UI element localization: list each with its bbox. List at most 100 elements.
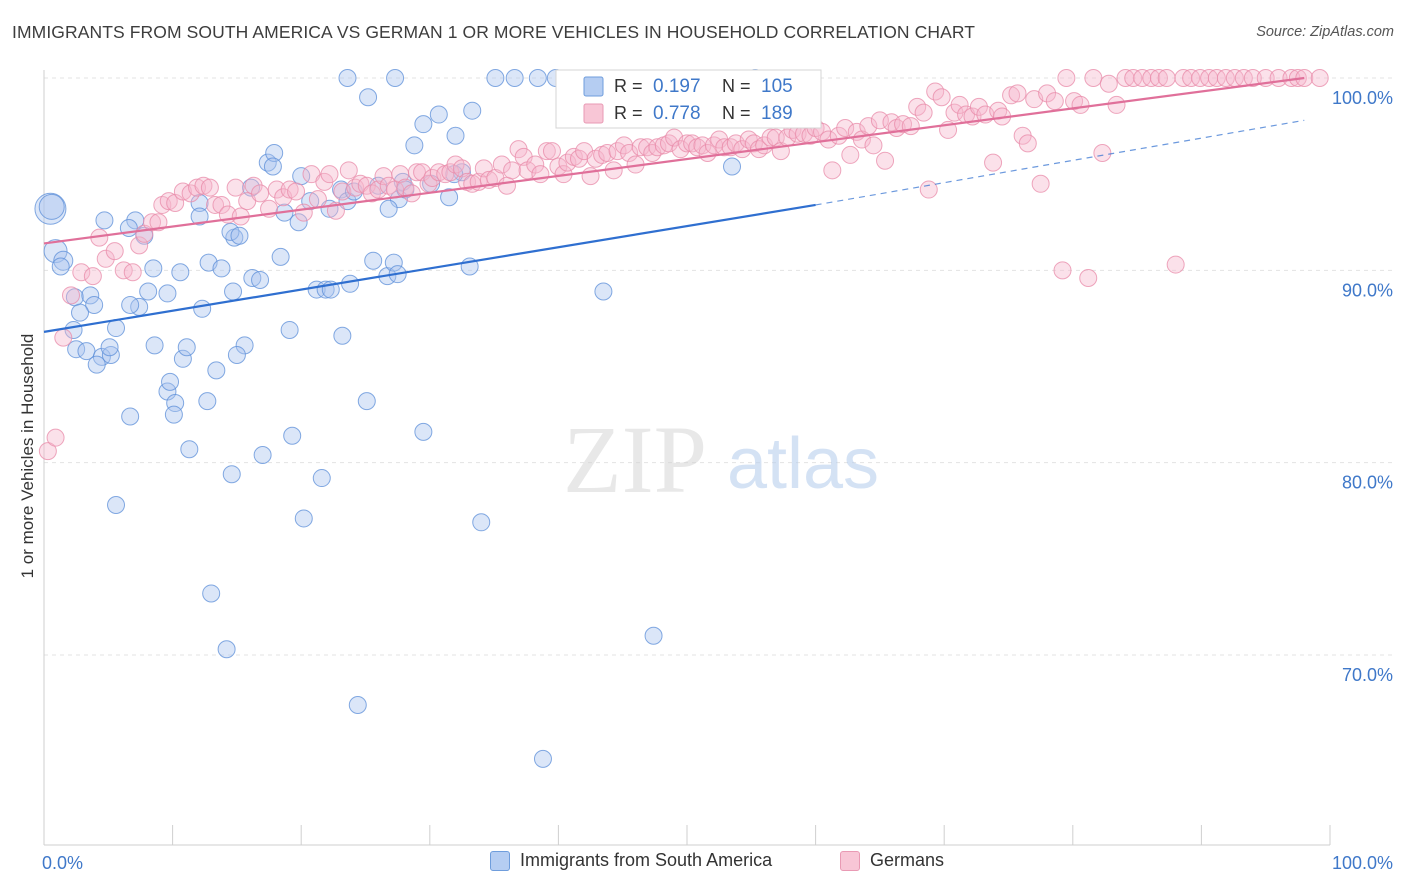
data-point-immigrants [405, 136, 424, 155]
data-point-germans [1142, 69, 1161, 87]
legend-blue-n-label: N = [722, 76, 751, 96]
series-germans-points [38, 69, 1329, 461]
data-point-immigrants [528, 69, 547, 87]
data-point-immigrants [472, 513, 491, 532]
data-point-germans [287, 182, 306, 201]
legend-immigrants-label: Immigrants from South America [520, 850, 773, 870]
data-point-germans [320, 165, 339, 184]
data-point-germans [54, 328, 73, 347]
data-point-germans [251, 184, 270, 203]
data-point-immigrants [414, 422, 433, 441]
data-point-germans [159, 192, 178, 211]
data-point-immigrants [190, 207, 209, 226]
data-point-germans [678, 134, 696, 153]
data-point-immigrants [429, 105, 448, 124]
data-point-germans [1093, 144, 1112, 163]
y-tick-label: 70.0% [1342, 665, 1393, 685]
data-point-immigrants [198, 392, 217, 411]
data-point-germans [715, 138, 734, 157]
data-point-immigrants [235, 336, 254, 355]
data-point-germans [882, 113, 901, 132]
data-point-immigrants [289, 213, 308, 232]
watermark-atlas: atlas [727, 424, 879, 504]
data-point-immigrants [34, 192, 67, 225]
data-point-germans [1099, 74, 1118, 93]
data-point-germans [38, 442, 57, 461]
data-point-germans [1243, 69, 1262, 87]
legend-blue-swatch [583, 76, 604, 97]
legend-item-immigrants[interactable]: Immigrants from South America [490, 850, 772, 871]
data-point-immigrants [414, 115, 433, 134]
data-point-immigrants [379, 199, 398, 218]
data-point-immigrants [158, 284, 177, 303]
data-point-germans [294, 203, 313, 222]
data-point-germans [876, 151, 895, 170]
data-point-germans [130, 236, 149, 255]
data-point-immigrants [533, 749, 552, 768]
data-point-germans [1182, 69, 1201, 87]
data-point-germans [950, 95, 969, 114]
data-point-germans [542, 142, 561, 161]
trend-line-immigrants-extension [815, 119, 1305, 206]
data-point-germans [143, 213, 162, 232]
data-point-immigrants [145, 336, 164, 355]
data-point-immigrants [242, 178, 261, 197]
data-point-germans [841, 145, 860, 164]
data-point-immigrants [348, 696, 367, 715]
data-point-germans [46, 428, 65, 447]
data-point-immigrants [177, 338, 196, 357]
data-point-germans [280, 180, 299, 199]
data-point-immigrants [386, 69, 405, 87]
data-point-immigrants [253, 445, 272, 464]
tick-labels: 100.0% 90.0% 80.0% 70.0% 0.0% 100.0% [42, 88, 1393, 873]
legend-item-germans[interactable]: Germans [840, 850, 944, 871]
trend-lines [43, 76, 1305, 333]
data-point-germans [659, 134, 678, 153]
data-point-immigrants [594, 282, 613, 301]
data-point-germans [308, 190, 327, 209]
data-point-immigrants [263, 157, 282, 176]
data-point-immigrants [341, 274, 360, 293]
data-point-germans [492, 155, 511, 174]
data-point-germans [526, 155, 545, 174]
data-point-immigrants [171, 263, 190, 282]
data-point-immigrants [486, 69, 505, 87]
data-point-immigrants [243, 269, 262, 288]
watermark-zip: ZIP [563, 406, 707, 513]
data-point-immigrants [505, 69, 524, 87]
chart-title: IMMIGRANTS FROM SOUTH AMERICA VS GERMAN … [12, 22, 976, 42]
data-point-immigrants [384, 253, 403, 272]
data-point-immigrants [222, 465, 241, 484]
data-point-immigrants [43, 239, 68, 264]
data-point-germans [83, 267, 102, 286]
data-point-germans [114, 261, 133, 280]
data-point-immigrants [338, 69, 357, 87]
data-point-germans [200, 178, 219, 197]
data-point-germans [62, 286, 81, 305]
data-point-germans [901, 117, 920, 136]
data-point-germans [212, 195, 231, 214]
data-point-germans [914, 103, 933, 122]
data-point-immigrants [173, 349, 192, 368]
legend-blue-n-value: 105 [761, 76, 793, 97]
data-point-immigrants [161, 372, 180, 391]
data-point-germans [149, 213, 168, 232]
data-point-germans [1084, 69, 1103, 87]
data-point-immigrants [139, 282, 158, 301]
data-point-germans [452, 159, 471, 178]
data-point-germans [72, 263, 91, 282]
data-point-immigrants [95, 211, 114, 230]
source-label: Source: ZipAtlas.com [1256, 24, 1394, 40]
data-point-germans [123, 263, 142, 282]
data-point-immigrants [338, 192, 357, 211]
data-point-germans [351, 174, 370, 193]
data-point-immigrants [71, 303, 90, 322]
legend-immigrants-swatch [490, 850, 510, 871]
data-point-germans [1053, 261, 1072, 280]
trend-line-germans [43, 76, 1305, 245]
y-tick-label: 100.0% [1332, 88, 1393, 108]
data-point-immigrants [357, 392, 376, 411]
data-point-immigrants [312, 469, 331, 488]
data-point-immigrants [359, 88, 378, 107]
